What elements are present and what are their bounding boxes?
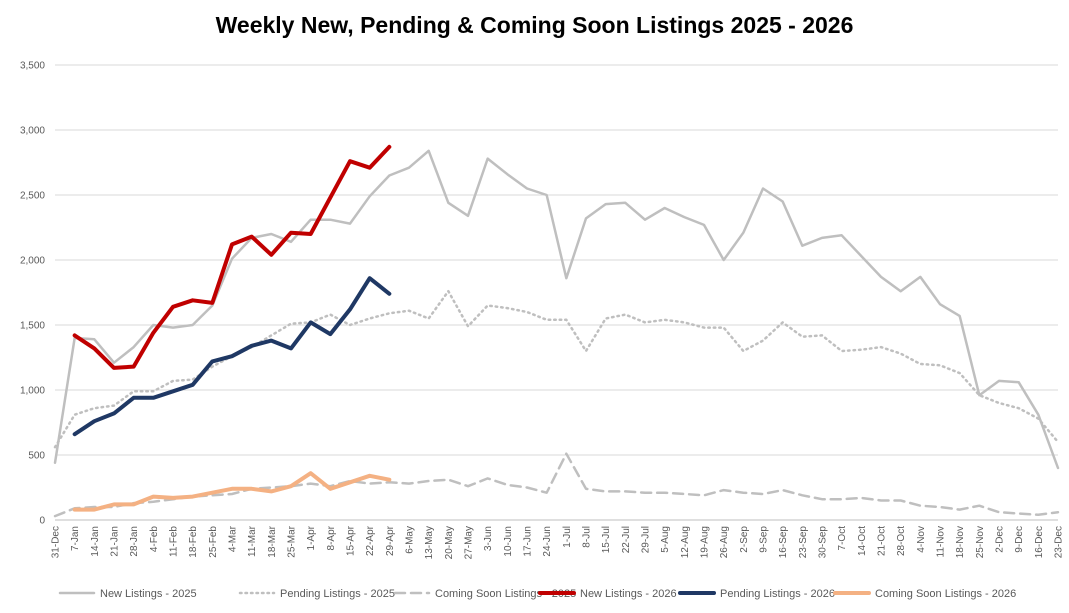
x-tick-label: 9-Sep: [759, 526, 770, 553]
x-tick-label: 15-Jul: [601, 526, 612, 553]
series-line: [53, 452, 1060, 518]
legend-label: Coming Soon Listings - 2026: [875, 588, 1016, 600]
x-axis: 31-Dec 7-Jan 14-Jan 21-Jan 28-Jan 4-Feb 11-Feb…: [51, 525, 1065, 559]
series-line: [72, 144, 392, 370]
x-tick-label: 25-Nov: [975, 526, 986, 558]
x-tick-label: 3-Jun: [483, 526, 494, 551]
y-tick-label: 1,000: [20, 386, 45, 397]
x-tick-label: 24-Jun: [542, 526, 553, 557]
x-tick-label: 26-Aug: [719, 526, 730, 558]
x-tick-label: 1-Jul: [562, 526, 573, 548]
chart-title: Weekly New, Pending & Coming Soon Listin…: [215, 12, 854, 38]
y-tick-label: 1,500: [20, 321, 45, 332]
series-line: [72, 471, 392, 512]
x-tick-label: 2-Sep: [739, 526, 750, 553]
y-tick-label: 2,500: [20, 191, 45, 202]
x-tick-label: 11-Feb: [169, 526, 180, 557]
x-tick-label: 2-Dec: [995, 526, 1006, 553]
x-tick-label: 16-Sep: [778, 526, 789, 559]
x-tick-label: 27-May: [464, 526, 475, 559]
y-tick-label: 2,000: [20, 256, 45, 267]
y-tick-label: 3,500: [20, 61, 45, 72]
x-tick-label: 8-Apr: [326, 525, 337, 550]
x-tick-label: 1-Apr: [306, 525, 317, 550]
y-tick-label: 3,000: [20, 126, 45, 137]
x-tick-label: 15-Apr: [346, 525, 357, 556]
series-lines: [53, 144, 1060, 518]
x-tick-label: 20-May: [444, 526, 455, 559]
y-axis: 0 500 1,000 1,500 2,000 2,500 3,000 3,500: [20, 61, 45, 527]
x-tick-label: 4-Mar: [228, 525, 239, 552]
x-tick-label: 13-May: [424, 526, 435, 559]
x-tick-label: 16-Dec: [1034, 526, 1045, 558]
x-tick-label: 18-Nov: [955, 526, 966, 558]
x-tick-label: 22-Apr: [365, 525, 376, 556]
x-tick-label: 30-Sep: [818, 526, 829, 559]
x-tick-label: 17-Jun: [523, 526, 534, 557]
x-tick-label: 28-Jan: [129, 526, 140, 557]
x-tick-label: 18-Mar: [267, 525, 278, 557]
legend-label: Pending Listings - 2025: [280, 588, 395, 600]
x-tick-label: 12-Aug: [680, 526, 691, 558]
legend-label: Pending Listings - 2026: [720, 588, 835, 600]
x-tick-label: 14-Jan: [90, 526, 101, 557]
x-tick-label: 23-Sep: [798, 526, 809, 559]
x-tick-label: 5-Aug: [660, 526, 671, 553]
x-tick-label: 8-Jul: [582, 526, 593, 548]
x-tick-label: 11-Mar: [247, 525, 258, 557]
legend-label: New Listings - 2025: [100, 588, 197, 600]
gridlines: [55, 64, 1058, 521]
x-tick-label: 23-Dec: [1054, 526, 1065, 558]
legend-label: New Listings - 2026: [580, 588, 677, 600]
series-line: [53, 149, 1060, 470]
x-tick-label: 18-Feb: [188, 526, 199, 558]
x-tick-label: 22-Jul: [621, 526, 632, 553]
y-tick-label: 500: [28, 451, 45, 462]
x-tick-label: 25-Feb: [208, 526, 219, 558]
series-line: [72, 276, 392, 437]
x-tick-label: 31-Dec: [51, 526, 62, 558]
x-tick-label: 9-Dec: [1014, 526, 1025, 553]
x-tick-label: 14-Oct: [857, 526, 868, 556]
x-tick-label: 7-Oct: [837, 526, 848, 551]
x-tick-label: 10-Jun: [503, 526, 514, 557]
x-tick-label: 25-Mar: [287, 525, 298, 557]
x-tick-label: 21-Jan: [110, 526, 121, 557]
x-tick-label: 11-Nov: [936, 526, 947, 558]
legend: New Listings - 2025 Pending Listings - 20…: [58, 588, 1016, 600]
x-tick-label: 28-Oct: [896, 526, 907, 556]
x-tick-label: 6-May: [405, 526, 416, 554]
x-tick-label: 21-Oct: [877, 526, 888, 556]
x-tick-label: 29-Apr: [385, 525, 396, 556]
x-tick-label: 19-Aug: [700, 526, 711, 558]
y-tick-label: 0: [39, 516, 45, 527]
x-tick-label: 4-Feb: [149, 526, 160, 553]
x-tick-label: 4-Nov: [916, 526, 927, 553]
series-line: [53, 289, 1060, 449]
x-tick-label: 29-Jul: [641, 526, 652, 553]
x-tick-label: 7-Jan: [70, 526, 81, 551]
